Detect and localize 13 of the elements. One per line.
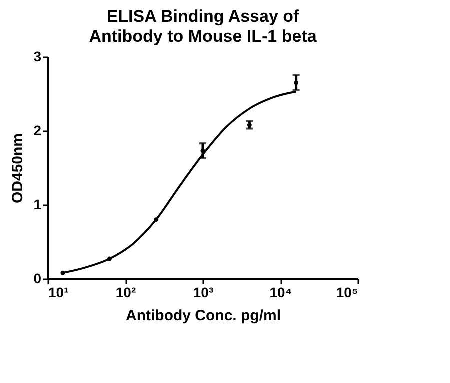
- y-tick-label: 2: [34, 122, 42, 138]
- chart-title: ELISA Binding Assay of Antibody to Mouse IL-1 beta: [89, 7, 318, 46]
- y-tick-label: 3: [34, 48, 42, 64]
- y-tick-label: 1: [34, 196, 42, 212]
- y-axis-title: OD450nm: [10, 133, 27, 204]
- x-axis-title: Antibody Conc. pg/ml: [126, 308, 281, 324]
- y-tick-label: 0: [34, 270, 42, 286]
- x-tick-label: 10¹: [48, 284, 70, 300]
- x-tick-label: 10⁵: [336, 284, 358, 300]
- point: [294, 80, 299, 86]
- x-tick-label: 10³: [193, 284, 214, 300]
- x-tick-label: 10⁴: [270, 284, 292, 300]
- x-tick-label: 10²: [116, 284, 136, 300]
